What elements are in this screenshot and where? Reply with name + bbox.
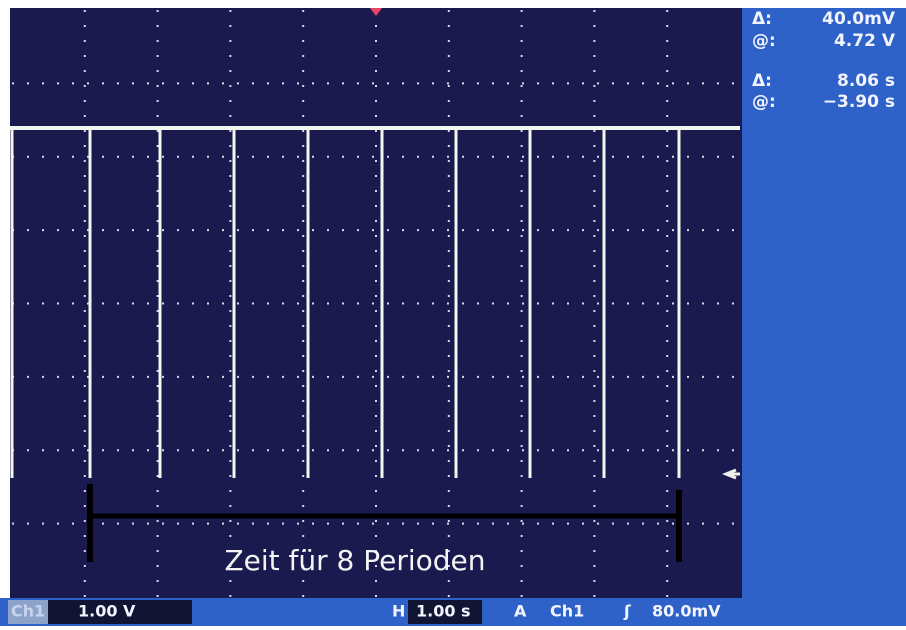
readout-label: @: <box>752 92 776 112</box>
readout-value: 40.0mV <box>822 9 896 29</box>
readout-label: Δ: <box>752 9 772 29</box>
readout-label: Δ: <box>752 71 772 91</box>
screen <box>10 8 742 598</box>
readout-label: @: <box>752 31 776 51</box>
volts-per-div: 1.00 V <box>78 602 136 621</box>
horizontal-label: H <box>392 602 405 621</box>
trigger-source: Ch1 <box>550 602 584 621</box>
trigger-level: 80.0mV <box>652 602 721 621</box>
trigger-label: A <box>514 602 527 621</box>
readout-value: 4.72 V <box>834 31 896 51</box>
time-per-div: 1.00 s <box>416 602 471 621</box>
readout-value: −3.90 s <box>823 92 895 112</box>
channel: Ch1 <box>11 602 45 621</box>
trigger-slope: ʃ <box>623 602 631 621</box>
page: {"screen": {"annotation": "Zeit für 8 Pe… <box>0 0 906 626</box>
oscilloscope-display: Zeit für 8 Perioden Δ: 40.0mV @: 4.72 V … <box>0 0 906 626</box>
readout-value: 8.06 s <box>837 71 895 91</box>
annotation-text: Zeit für 8 Perioden <box>224 544 485 577</box>
